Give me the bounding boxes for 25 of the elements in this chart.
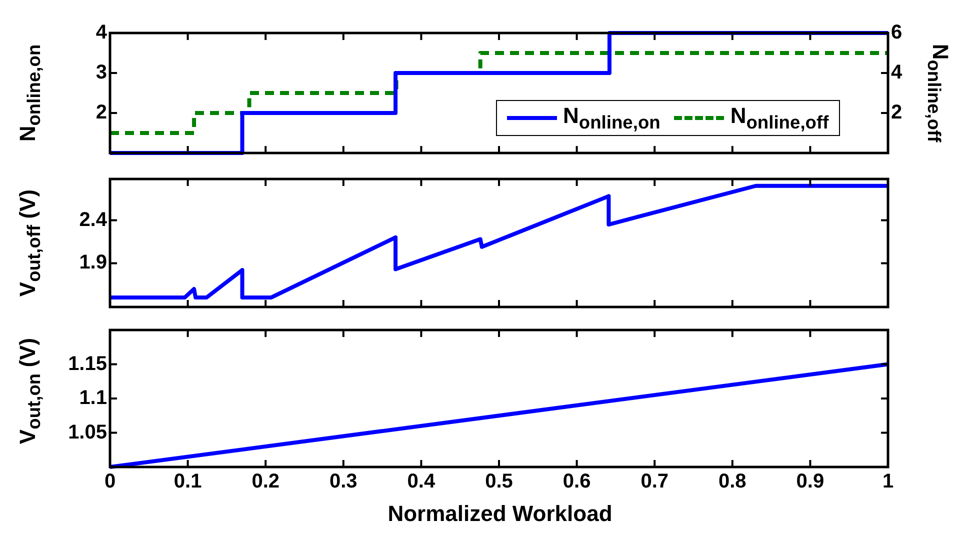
y-tick-label: 4 — [96, 22, 108, 44]
x-tick-label: 0.7 — [640, 470, 669, 493]
x-tick-label: 1 — [882, 470, 894, 493]
x-tick-label: 0.1 — [174, 470, 202, 493]
legend-label: N$_{online,on}$ — [563, 103, 660, 134]
y-tick-label: 2 — [96, 102, 107, 124]
x-tick-label: 0.5 — [485, 470, 513, 493]
y-tick-label: 2.4 — [79, 208, 108, 231]
x-tick-label: 0.6 — [562, 470, 591, 493]
y2-tick-label: 6 — [891, 22, 902, 44]
y-tick-label: 1.15 — [68, 352, 107, 375]
y2-tick-label: 4 — [891, 62, 903, 84]
y-tick-label: 1.1 — [79, 387, 107, 410]
x-tick-label: 0.8 — [718, 470, 746, 493]
y-tick-label: 1.9 — [79, 252, 107, 274]
y-tick-label: 1.05 — [68, 421, 107, 444]
legend-label: N$_{online,off}$ — [730, 103, 829, 134]
x-tick-label: 0.2 — [252, 470, 280, 493]
x-tick-label: 0.9 — [796, 470, 824, 493]
x-tick-label: 0.3 — [329, 470, 358, 493]
y-tick-label: 3 — [96, 62, 107, 84]
x-axis-title: Normalized Workload — [388, 501, 612, 527]
x-tick-label: 0.4 — [407, 470, 436, 493]
y2-tick-label: 2 — [891, 102, 902, 124]
x-tick-label: 0 — [104, 470, 116, 493]
